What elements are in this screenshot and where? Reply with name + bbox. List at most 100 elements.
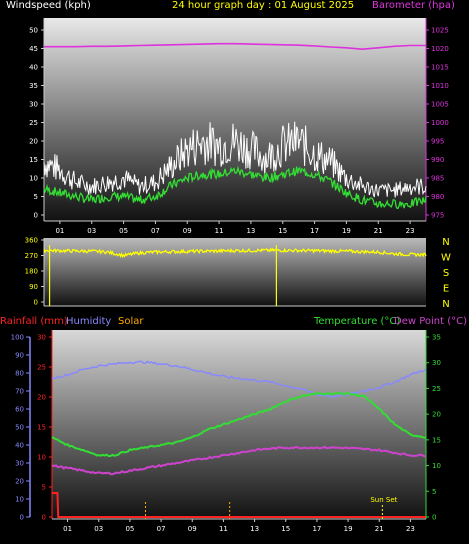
rain-y-tick-label: 20	[37, 394, 46, 402]
temp-y-tick-label: 5	[432, 488, 436, 496]
temp-y-tick-label: 20	[432, 411, 441, 419]
baro-y-tick-label: 975	[431, 212, 444, 220]
rainfall-series-line	[52, 492, 426, 518]
temp-y-tick-label: 0	[432, 514, 436, 522]
humidity-y-tick-label: 60	[15, 406, 24, 414]
wind-x-tick-label: 05	[119, 227, 128, 235]
wind-y-tick-label: 15	[29, 156, 38, 164]
humidity-y-tick-label: 50	[15, 424, 24, 432]
compass-label: N	[442, 299, 449, 310]
baro-y-tick-label: 1005	[431, 101, 449, 109]
humidity-y-tick-label: 40	[15, 442, 24, 450]
barometer-axis-label: Barometer (hpa)	[372, 0, 455, 11]
humidity-y-tick-label: 30	[15, 460, 24, 468]
sunset-label: Sun Set	[370, 496, 397, 504]
baro-y-tick-label: 1000	[431, 119, 449, 127]
temperature-plot-area	[52, 330, 426, 519]
wind-x-tick-label: 11	[215, 227, 224, 235]
wind-x-tick-label: 19	[342, 227, 351, 235]
rain-y-tick-label: 30	[37, 334, 46, 342]
wind-y-tick-label: 10	[29, 175, 38, 183]
humidity-y-tick-label: 20	[15, 478, 24, 486]
compass-label: E	[443, 284, 449, 295]
rain-y-tick-label: 0	[42, 514, 46, 522]
baro-y-tick-label: 1010	[431, 82, 449, 90]
temp-x-tick-label: 11	[219, 525, 228, 533]
dewpoint-axis-label: Dew Point (°C)	[394, 316, 468, 327]
temp-x-tick-label: 13	[250, 525, 259, 533]
barometer-series-line	[44, 42, 426, 51]
baro-y-tick-label: 990	[431, 156, 444, 164]
direction-y-tick-label: 0	[34, 299, 38, 307]
baro-y-tick-label: 1020	[431, 45, 449, 53]
temp-y-tick-label: 25	[432, 385, 441, 393]
baro-y-tick-label: 995	[431, 138, 444, 146]
wind-y-tick-label: 25	[29, 119, 38, 127]
wind-y-tick-label: 35	[29, 82, 38, 90]
wind-x-tick-label: 01	[55, 227, 64, 235]
humidity-y-tick-label: 0	[20, 514, 24, 522]
solar-axis-label: Solar	[118, 316, 144, 327]
humidity-y-tick-label: 80	[15, 370, 24, 378]
temp-x-tick-label: 15	[281, 525, 290, 533]
temperature-series-line	[51, 391, 427, 457]
baro-y-tick-label: 1015	[431, 64, 449, 72]
dewpoint-series-line	[51, 445, 427, 476]
humidity-series-line	[51, 360, 427, 398]
rain-y-tick-label: 10	[37, 454, 46, 462]
gust-series-line	[43, 121, 427, 198]
windspeed-series-line	[43, 165, 427, 210]
compass-label: W	[441, 253, 451, 264]
wind-y-tick-label: 5	[34, 193, 38, 201]
wind-y-tick-label: 30	[29, 101, 38, 109]
wind-y-tick-label: 45	[29, 45, 38, 53]
temp-y-tick-label: 15	[432, 436, 441, 444]
humidity-y-tick-label: 100	[11, 334, 24, 342]
rain-y-tick-label: 25	[37, 364, 46, 372]
temp-x-tick-label: 03	[94, 525, 103, 533]
humidity-y-tick-label: 90	[15, 352, 24, 360]
direction-series-line	[43, 247, 427, 259]
temp-y-tick-label: 10	[432, 462, 441, 470]
compass-label: S	[443, 268, 449, 279]
direction-y-tick-label: 180	[25, 268, 38, 276]
rain-y-tick-label: 15	[37, 424, 46, 432]
wind-x-tick-label: 09	[183, 227, 192, 235]
humidity-axis-label: Humidity	[66, 316, 112, 327]
temp-x-tick-label: 21	[375, 525, 384, 533]
direction-y-tick-label: 90	[29, 283, 38, 291]
wind-y-tick-label: 40	[29, 64, 38, 72]
temperature-axis-label: Temperature (°C)	[314, 316, 401, 327]
wind-x-tick-label: 03	[87, 227, 96, 235]
wind-x-tick-label: 15	[278, 227, 287, 235]
temp-x-tick-label: 05	[125, 525, 134, 533]
compass-label: N	[442, 237, 449, 248]
wind-y-tick-label: 50	[29, 27, 38, 35]
baro-y-tick-label: 980	[431, 193, 444, 201]
temp-x-tick-label: 17	[312, 525, 321, 533]
humidity-y-tick-label: 10	[15, 496, 24, 504]
wind-x-tick-label: 17	[310, 227, 319, 235]
temp-y-tick-label: 30	[432, 359, 441, 367]
baro-y-tick-label: 985	[431, 175, 444, 183]
graph-title: 24 hour graph day : 01 August 2025	[172, 0, 355, 11]
wind-x-tick-label: 07	[151, 227, 160, 235]
rain-y-tick-label: 5	[42, 484, 46, 492]
direction-plot-area	[44, 238, 426, 306]
temp-x-tick-label: 01	[63, 525, 72, 533]
baro-y-tick-label: 1025	[431, 27, 449, 35]
wind-x-tick-label: 13	[246, 227, 255, 235]
wind-x-tick-label: 23	[406, 227, 415, 235]
wind-x-tick-label: 21	[374, 227, 383, 235]
direction-y-tick-label: 360	[25, 237, 38, 245]
temp-x-tick-label: 07	[157, 525, 166, 533]
wind-y-tick-label: 20	[29, 138, 38, 146]
wind-y-tick-label: 0	[34, 212, 38, 220]
humidity-y-tick-label: 70	[15, 388, 24, 396]
temp-x-tick-label: 19	[344, 525, 353, 533]
rainfall-axis-label: Rainfall (mm)	[0, 316, 68, 327]
windspeed-axis-label: Windspeed (kph)	[6, 0, 91, 11]
direction-y-tick-label: 270	[25, 252, 38, 260]
